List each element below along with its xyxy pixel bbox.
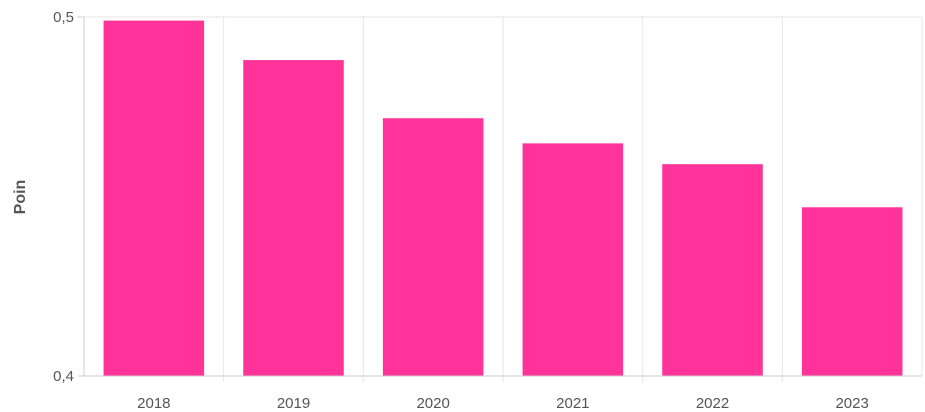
bar [522, 143, 624, 376]
x-tick-label: 2020 [416, 395, 449, 412]
x-tick-label: 2022 [696, 395, 729, 412]
bars [103, 20, 903, 377]
x-tick-label: 2021 [556, 395, 589, 412]
grid-lines [84, 16, 923, 382]
bar [662, 164, 763, 376]
bar [382, 118, 484, 376]
x-tick-label: 2018 [137, 395, 170, 412]
bar [801, 207, 903, 376]
x-tick-label: 2023 [835, 395, 868, 412]
y-axis-title: Poin [12, 180, 29, 215]
x-tick-label: 2019 [277, 395, 310, 412]
y-tick-label: 0,5 [53, 9, 74, 26]
bar [243, 60, 344, 376]
bar [103, 20, 205, 377]
axes: 0,4 0,5 2018 2019 2020 2021 2022 2023 [53, 9, 922, 412]
y-tick-label: 0,4 [53, 368, 74, 385]
